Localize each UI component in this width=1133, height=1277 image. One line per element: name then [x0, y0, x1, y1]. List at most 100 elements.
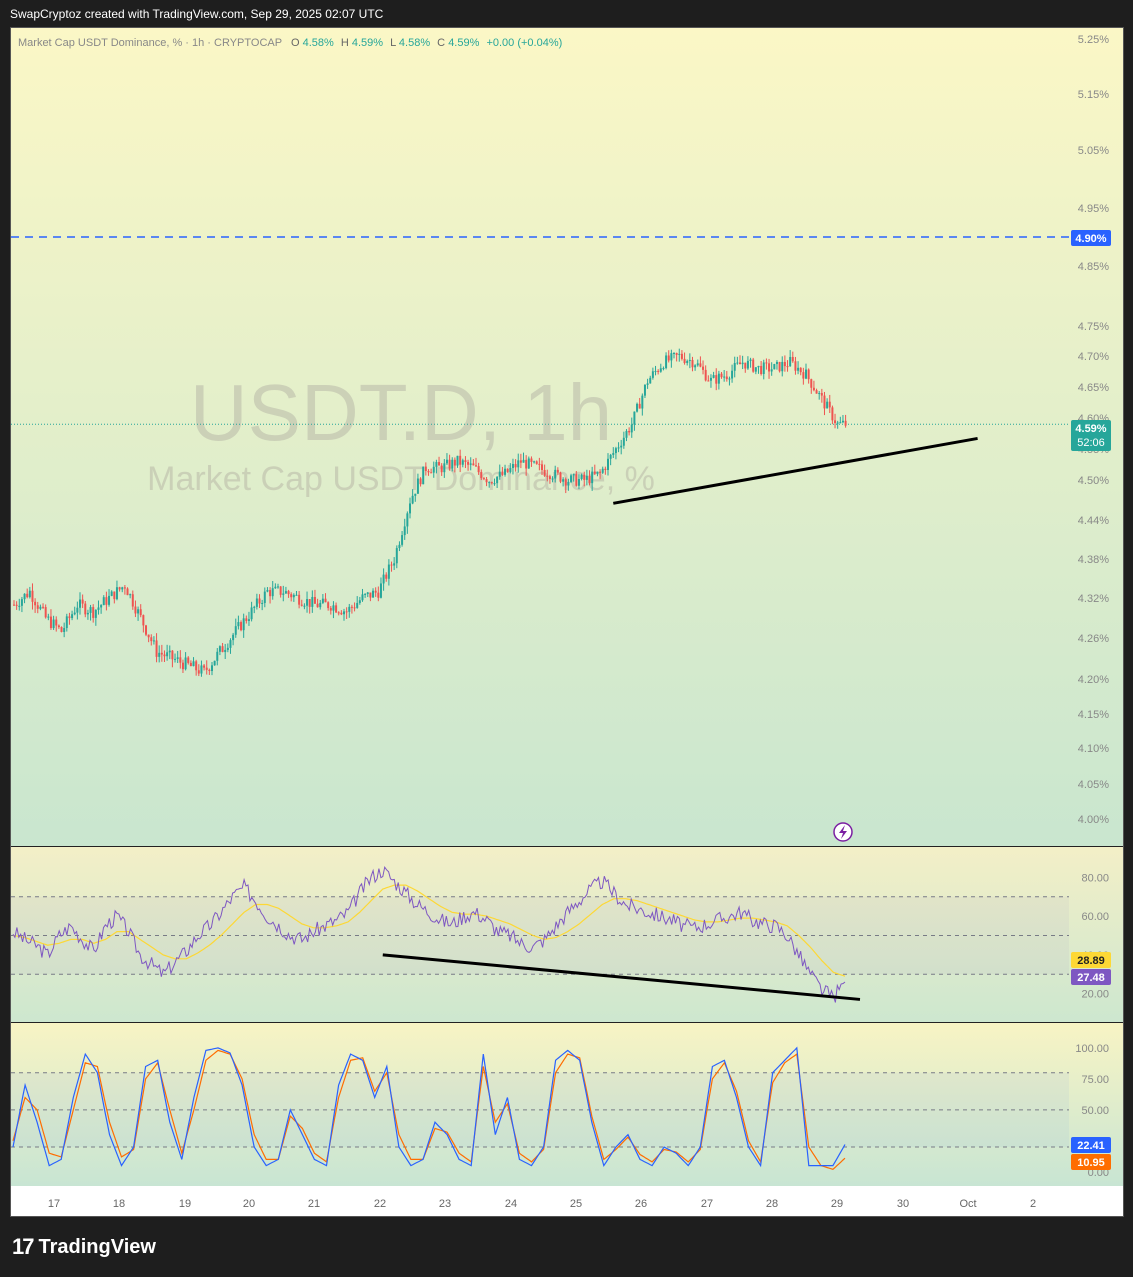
candle-body	[171, 650, 174, 660]
candle-body	[456, 455, 459, 466]
candle-body	[113, 591, 116, 600]
candle-body	[525, 459, 528, 469]
candle-body	[812, 387, 815, 391]
candle-body	[691, 359, 694, 368]
candle-body	[411, 495, 414, 504]
lightning-event-icon[interactable]	[833, 822, 853, 842]
candle-body	[599, 471, 602, 473]
candle-body	[728, 378, 731, 380]
candle-body	[649, 377, 652, 384]
candle-body	[155, 640, 158, 657]
time-axis-labels[interactable]: 17 18 19 20 21 22 23 24 25 26 27 28 29 30 Oct 2	[48, 1198, 1036, 1210]
candle-body	[488, 482, 491, 484]
tradingview-logo[interactable]: 17 TradingView	[12, 1234, 156, 1260]
legend-high-label: H	[341, 37, 349, 49]
chart-svg[interactable]: USDT.D, 1h Market Cap USDT Dominance, % …	[11, 28, 1123, 1216]
candle-body	[284, 591, 287, 594]
candle-body	[472, 463, 475, 466]
candle-body	[52, 619, 55, 629]
candle-body	[797, 367, 800, 371]
candle-body	[277, 586, 279, 588]
candle-body	[702, 366, 705, 370]
candle-body	[147, 634, 150, 638]
candle-body	[271, 588, 274, 597]
candle-body	[723, 376, 726, 378]
stoch-lines[interactable]	[12, 1046, 846, 1170]
rsi-ma-line	[12, 884, 846, 977]
candle-body	[490, 482, 493, 484]
rsi-trendline-segment	[382, 953, 861, 1001]
time-tick-label: 18	[113, 1198, 125, 1210]
time-tick-label: 24	[505, 1198, 517, 1210]
stoch-k-badge: 22.41	[1071, 1137, 1111, 1153]
candle-body	[841, 420, 844, 423]
candle-body	[240, 622, 243, 631]
time-tick-label: 26	[635, 1198, 647, 1210]
candle-body	[786, 366, 789, 368]
candle-body	[514, 464, 517, 468]
candle-body	[142, 615, 145, 626]
candle-body	[572, 474, 575, 476]
candle-body	[269, 590, 272, 597]
time-tick-label: 22	[374, 1198, 386, 1210]
time-tick-label: 30	[897, 1198, 909, 1210]
candle-body	[591, 471, 594, 484]
candle-body	[509, 467, 512, 472]
candle-body	[717, 373, 720, 384]
legend-high-value: 4.59%	[352, 37, 383, 49]
time-tick-label: 17	[48, 1198, 60, 1210]
candle-body	[44, 607, 47, 618]
rsi-pane-bg	[11, 847, 1123, 1022]
candle-body	[287, 591, 290, 595]
rsi-lines[interactable]	[12, 865, 846, 1003]
candle-body	[86, 612, 89, 615]
candle-body	[554, 469, 557, 479]
price-trendline[interactable]	[613, 436, 978, 505]
candle-body	[696, 363, 699, 366]
candle-body	[279, 586, 282, 595]
candle-body	[166, 652, 169, 657]
candle-body	[63, 628, 66, 632]
candle-body	[831, 407, 834, 421]
candle-body	[403, 526, 406, 536]
candle-body	[419, 478, 422, 485]
candle-body	[108, 595, 111, 605]
candle-body	[741, 362, 744, 365]
candle-body	[387, 564, 390, 579]
candle-body	[89, 607, 92, 613]
candle-body	[709, 377, 712, 381]
candle-body	[364, 593, 367, 595]
candle-body	[783, 361, 786, 367]
candle-body	[73, 612, 76, 615]
candle-body	[97, 607, 100, 610]
candle-body	[229, 640, 232, 648]
candle-body	[622, 437, 625, 446]
chart-credit: SwapCryptoz created with TradingView.com…	[10, 7, 384, 21]
candle-body	[604, 468, 607, 470]
candle-body	[511, 464, 514, 468]
candle-body	[192, 661, 195, 667]
chart-container[interactable]: USDT.D, 1h Market Cap USDT Dominance, % …	[10, 27, 1124, 1217]
candle-body	[295, 594, 298, 596]
candle-body	[145, 625, 147, 635]
candle-body	[55, 619, 58, 626]
candle-body	[680, 353, 683, 359]
candle-body	[815, 390, 818, 394]
candle-body	[232, 634, 235, 641]
level-badge: 4.90%	[1071, 230, 1111, 246]
rsi-trendline[interactable]	[382, 953, 861, 1001]
candle-body	[174, 658, 177, 660]
candle-body	[79, 599, 81, 608]
candle-body	[84, 603, 87, 615]
candle-body	[699, 363, 702, 367]
time-tick-label: 28	[766, 1198, 778, 1210]
candle-body	[548, 476, 551, 479]
candle-body	[475, 465, 477, 467]
candle-body	[216, 651, 219, 661]
candle-body	[725, 376, 728, 380]
candle-body	[126, 588, 129, 596]
candlestick-series[interactable]	[13, 348, 847, 677]
candle-body	[530, 458, 533, 462]
candle-body	[686, 360, 689, 364]
